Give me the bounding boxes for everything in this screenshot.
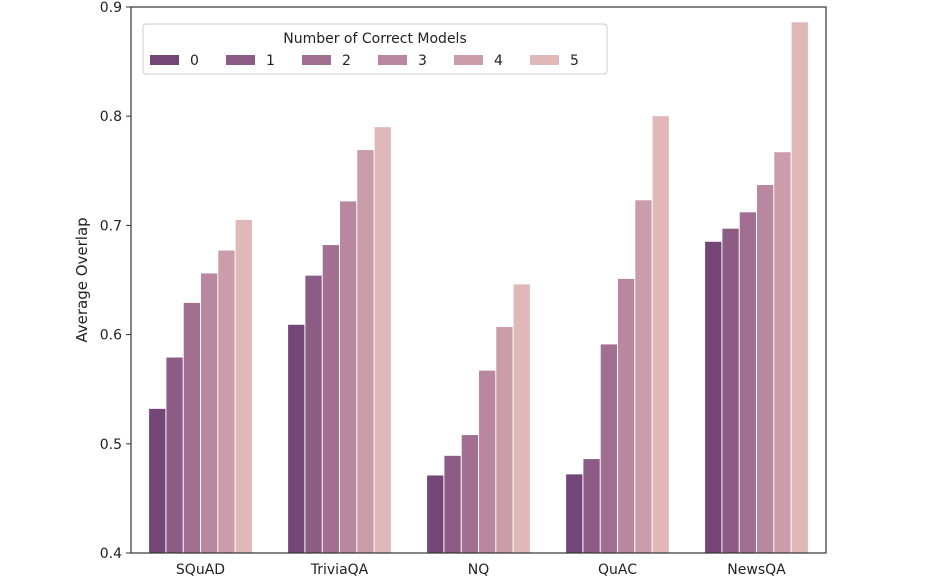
x-tick-label: TriviaQA	[310, 562, 369, 578]
bar-nq-4	[496, 326, 513, 553]
legend-swatch-1	[226, 55, 255, 65]
legend: Number of Correct Models 0 1 2 3 4 5	[142, 23, 608, 75]
x-tick-label: QuAC	[598, 562, 637, 578]
bar-nq-5	[513, 284, 530, 553]
y-axis: 0.4 0.5 0.6 0.7 0.8 0.9	[100, 0, 131, 562]
x-axis: SQuAD TriviaQA NQ QuAC NewsQA	[176, 562, 786, 578]
plot-frame	[130, 6, 827, 554]
bar-triviaqa-0	[288, 324, 305, 553]
y-tick-label: 0.6	[100, 328, 122, 344]
y-axis-label: Average Overlap	[73, 217, 91, 342]
bar-squad-5	[235, 219, 252, 553]
bar-quac-4	[635, 200, 652, 553]
legend-swatch-0	[150, 55, 179, 65]
bar-triviaqa-5	[374, 127, 391, 554]
bar-squad-1	[166, 357, 183, 553]
legend-swatch-3	[378, 55, 407, 65]
bar-newsqa-0	[705, 241, 722, 553]
bar-newsqa-4	[774, 152, 791, 553]
bar-quac-5	[652, 116, 669, 553]
y-tick-label: 0.4	[100, 546, 122, 562]
y-tick-label: 0.7	[100, 218, 122, 234]
bar-quac-1	[583, 459, 600, 553]
x-tick-label: NewsQA	[727, 562, 786, 578]
bar-quac-0	[566, 474, 583, 553]
bar-nq-2	[461, 435, 478, 553]
y-tick-label: 0.5	[100, 437, 122, 453]
legend-swatch-4	[454, 55, 483, 65]
bar-newsqa-1	[722, 228, 739, 553]
bar-triviaqa-1	[305, 275, 322, 553]
bar-squad-3	[201, 273, 218, 553]
bar-newsqa-5	[791, 22, 808, 553]
y-tick-label: 0.9	[100, 0, 122, 16]
bar-triviaqa-2	[322, 245, 339, 553]
bar-triviaqa-4	[357, 150, 374, 553]
bar-triviaqa-3	[340, 201, 357, 553]
bar-newsqa-3	[757, 184, 774, 553]
bar-nq-3	[479, 370, 496, 553]
x-tick-label: NQ	[468, 562, 490, 578]
legend-label-0: 0	[190, 53, 199, 69]
legend-label-5: 5	[570, 53, 579, 69]
bar-nq-0	[427, 475, 444, 553]
legend-label-2: 2	[342, 53, 351, 69]
bar-squad-2	[183, 302, 200, 553]
legend-swatch-2	[302, 55, 331, 65]
bar-quac-3	[618, 278, 635, 553]
legend-box	[142, 23, 608, 75]
bar-quac-2	[600, 344, 617, 553]
bar-nq-1	[444, 455, 461, 553]
legend-title: Number of Correct Models	[283, 31, 467, 47]
legend-label-3: 3	[418, 53, 427, 69]
bar-squad-4	[218, 250, 235, 554]
legend-swatch-5	[530, 55, 559, 65]
bar-squad-0	[149, 408, 166, 553]
legend-label-1: 1	[266, 53, 275, 69]
y-tick-label: 0.8	[100, 109, 122, 125]
plot-area	[149, 22, 808, 554]
legend-label-4: 4	[494, 53, 503, 69]
bar-newsqa-2	[739, 212, 756, 553]
x-tick-label: SQuAD	[176, 562, 225, 578]
